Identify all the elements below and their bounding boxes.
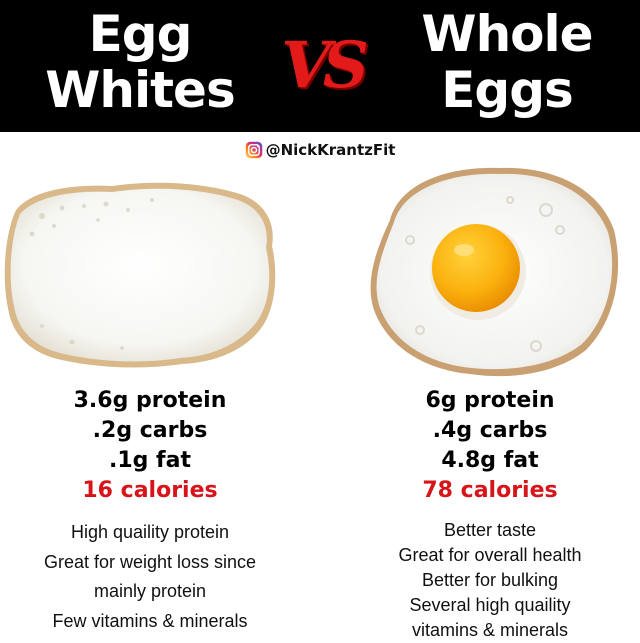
egg-whites-notes: High quaility protein Great for weight l… (0, 518, 300, 636)
note-line: High quaility protein (70, 522, 230, 542)
calories-value: 78 calories (422, 478, 558, 503)
fat-value: .1g fat (108, 448, 191, 473)
note-line: vitamins & minerals (411, 620, 569, 640)
note-line: Great for weight loss since (43, 551, 257, 572)
whole-eggs-title: Whole Eggs (372, 6, 640, 118)
vs-label: VS (281, 28, 369, 103)
note-line: mainly protein (93, 581, 207, 601)
egg-whites-stats: 3.6g protein .2g carbs .1g fat 16 calori… (0, 386, 300, 506)
note-line: Few vitamins & minerals (52, 610, 248, 631)
carbs-value: .4g carbs (432, 418, 548, 443)
note-line: Great for overall health (398, 545, 582, 565)
egg-whites-title: Egg Whites (5, 6, 275, 118)
whole-eggs-notes: Better taste Great for overall health Be… (340, 518, 640, 643)
title-line: Eggs (441, 61, 574, 119)
note-line: Better for bulking (421, 570, 559, 590)
title-line: Whole (421, 5, 593, 63)
note-line: Several high quaility (409, 595, 571, 615)
title-line: Whites (45, 61, 235, 119)
carbs-value: .2g carbs (92, 418, 208, 443)
protein-value: 3.6g protein (73, 388, 227, 413)
header-banner: Egg Whites VS Whole Eggs (0, 0, 640, 132)
whole-eggs-stats: 6g protein .4g carbs 4.8g fat 78 calorie… (340, 386, 640, 506)
egg-white-photo (4, 182, 276, 368)
instagram-icon (245, 141, 262, 159)
title-line: Egg (88, 5, 193, 63)
calories-value: 16 calories (82, 478, 218, 503)
note-line: Better taste (443, 520, 537, 540)
fried-egg-photo (370, 167, 619, 377)
author-handle: @NickKrantzFit (0, 138, 640, 162)
handle-text: @NickKrantzFit (265, 141, 396, 159)
fat-value: 4.8g fat (441, 448, 539, 473)
protein-value: 6g protein (425, 388, 555, 413)
